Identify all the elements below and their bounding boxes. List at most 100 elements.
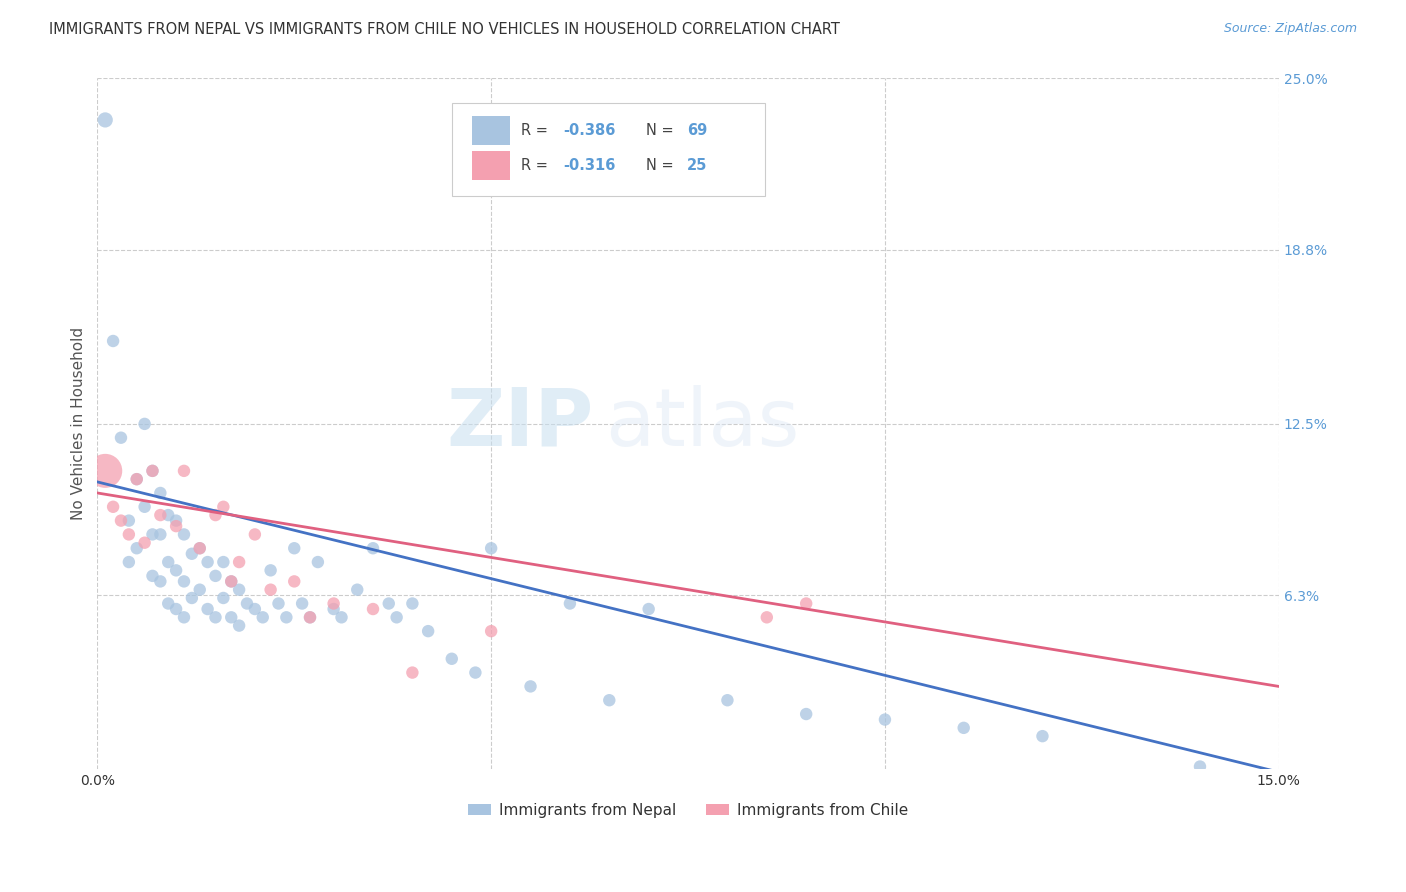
Legend: Immigrants from Nepal, Immigrants from Chile: Immigrants from Nepal, Immigrants from C… — [461, 797, 914, 824]
Text: -0.316: -0.316 — [562, 158, 616, 173]
Point — [94, 112, 117, 127]
FancyBboxPatch shape — [451, 103, 765, 196]
Point — [141, 464, 163, 478]
Point — [110, 514, 132, 528]
Point — [101, 334, 124, 348]
Point — [307, 555, 329, 569]
Point — [361, 541, 384, 556]
Point — [236, 597, 259, 611]
Point — [173, 527, 195, 541]
Point — [252, 610, 274, 624]
Point — [141, 464, 163, 478]
Point — [141, 569, 163, 583]
Point — [479, 624, 502, 639]
Point — [173, 464, 195, 478]
Y-axis label: No Vehicles in Household: No Vehicles in Household — [72, 327, 86, 520]
Point — [283, 574, 305, 589]
Point — [212, 591, 235, 605]
Point — [118, 555, 141, 569]
Point — [637, 602, 659, 616]
Point — [228, 582, 250, 597]
Point — [204, 569, 226, 583]
Point — [188, 541, 211, 556]
Point — [173, 574, 195, 589]
Text: N =: N = — [645, 123, 673, 138]
Point — [157, 555, 180, 569]
Point — [1188, 759, 1211, 773]
Point — [173, 610, 195, 624]
Point — [228, 618, 250, 632]
Point — [180, 591, 202, 605]
Point — [794, 706, 817, 721]
Text: ZIP: ZIP — [446, 384, 593, 463]
Text: 25: 25 — [688, 158, 707, 173]
Point — [134, 417, 156, 431]
Point — [219, 574, 242, 589]
Point — [110, 431, 132, 445]
Point — [378, 597, 401, 611]
Point — [149, 527, 172, 541]
Point — [219, 574, 242, 589]
Point — [125, 472, 148, 486]
Point — [298, 610, 321, 624]
Point — [346, 582, 368, 597]
Point — [165, 519, 187, 533]
Point — [118, 527, 141, 541]
Text: Source: ZipAtlas.com: Source: ZipAtlas.com — [1223, 22, 1357, 36]
Point — [118, 514, 141, 528]
FancyBboxPatch shape — [472, 151, 509, 180]
Point — [418, 624, 440, 639]
Point — [464, 665, 486, 680]
Point — [134, 500, 156, 514]
Point — [188, 582, 211, 597]
Point — [180, 547, 202, 561]
Point — [401, 597, 423, 611]
Point — [267, 597, 290, 611]
Point — [298, 610, 321, 624]
Point — [873, 713, 896, 727]
Point — [558, 597, 581, 611]
Point — [259, 582, 281, 597]
Point — [755, 610, 778, 624]
FancyBboxPatch shape — [472, 117, 509, 145]
Point — [330, 610, 353, 624]
Point — [1031, 729, 1053, 743]
Point — [291, 597, 314, 611]
Point — [716, 693, 738, 707]
Point — [197, 555, 219, 569]
Point — [94, 464, 117, 478]
Text: atlas: atlas — [606, 384, 800, 463]
Point — [149, 486, 172, 500]
Point — [385, 610, 408, 624]
Point — [157, 508, 180, 522]
Point — [125, 541, 148, 556]
Point — [204, 610, 226, 624]
Point — [322, 597, 344, 611]
Point — [276, 610, 298, 624]
Point — [204, 508, 226, 522]
Point — [479, 541, 502, 556]
Point — [228, 555, 250, 569]
Point — [149, 508, 172, 522]
Point — [519, 680, 541, 694]
Text: R =: R = — [522, 158, 548, 173]
Text: R =: R = — [522, 123, 548, 138]
Point — [794, 597, 817, 611]
Text: 69: 69 — [688, 123, 707, 138]
Point — [212, 500, 235, 514]
Point — [149, 574, 172, 589]
Point — [134, 535, 156, 549]
Point — [283, 541, 305, 556]
Point — [125, 472, 148, 486]
Point — [157, 597, 180, 611]
Text: N =: N = — [645, 158, 673, 173]
Text: -0.386: -0.386 — [562, 123, 616, 138]
Point — [165, 563, 187, 577]
Point — [401, 665, 423, 680]
Point — [952, 721, 974, 735]
Point — [440, 652, 463, 666]
Point — [197, 602, 219, 616]
Text: IMMIGRANTS FROM NEPAL VS IMMIGRANTS FROM CHILE NO VEHICLES IN HOUSEHOLD CORRELAT: IMMIGRANTS FROM NEPAL VS IMMIGRANTS FROM… — [49, 22, 841, 37]
Point — [219, 610, 242, 624]
Point — [165, 514, 187, 528]
